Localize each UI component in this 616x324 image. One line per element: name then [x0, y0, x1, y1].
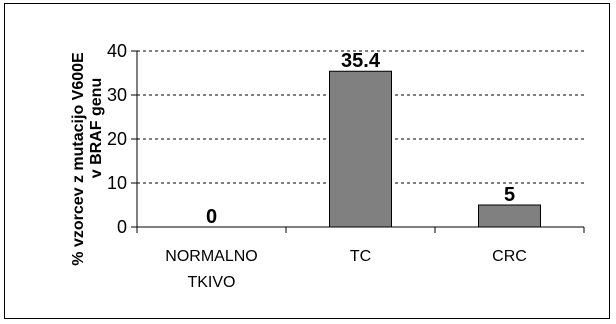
chart-frame	[4, 3, 610, 319]
x-category-label: TC	[350, 248, 371, 265]
x-category-label: TKIVO	[187, 274, 235, 291]
bar-value-label: 35.4	[341, 50, 381, 72]
y-tick-label: 0	[117, 217, 127, 237]
y-tick-label: 30	[107, 85, 127, 105]
bar-value-label: 0	[206, 206, 217, 228]
bar	[478, 204, 541, 228]
y-axis-title: % vzorcev z mutacijo V600E v BRAF genu	[70, 52, 105, 266]
y-tick-label: 40	[107, 41, 127, 61]
bar	[329, 70, 392, 228]
y-axis-title-line-2: v BRAF genu	[88, 78, 105, 178]
y-axis-title-line-1: % vzorcev z mutacijo V600E	[70, 52, 87, 266]
x-category-label: CRC	[492, 248, 527, 265]
y-tick-label: 10	[107, 173, 127, 193]
x-category-label: NORMALNO	[165, 248, 257, 265]
bar-value-label: 5	[504, 184, 515, 206]
y-tick-label: 20	[107, 129, 127, 149]
